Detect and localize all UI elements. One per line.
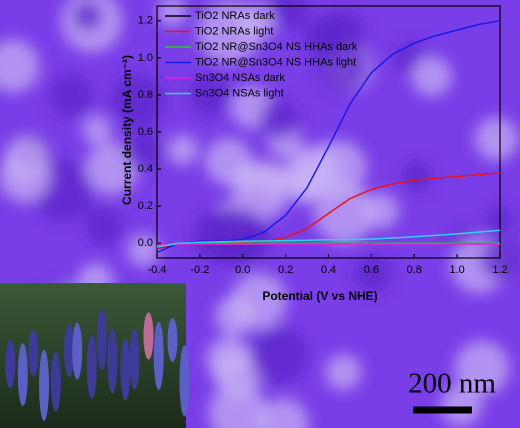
y-tick-label: 0.0 <box>138 237 153 249</box>
data-line <box>156 243 500 246</box>
y-tick-label: 1.2 <box>138 15 153 27</box>
x-tick-label: 0.4 <box>321 264 336 276</box>
legend-label: TiO2 NRAs dark <box>195 10 275 22</box>
y-axis-label: Current density (mA cm⁻²) <box>120 55 134 205</box>
x-tick-label: 1.0 <box>449 264 464 276</box>
x-tick-label: -0.4 <box>148 264 167 276</box>
legend-label: Sn3O4 NSAs dark <box>195 72 285 84</box>
scale-bar-label: 200 nm <box>408 368 496 400</box>
x-axis-label: Potential (V vs NHE) <box>262 289 377 303</box>
y-tick-label: 0.2 <box>138 200 153 212</box>
legend-label: TiO2 NRAs light <box>195 25 273 37</box>
x-tick-label: 1.2 <box>492 264 507 276</box>
y-tick-label: 0.6 <box>138 126 153 138</box>
y-tick-label: 0.8 <box>138 89 153 101</box>
inset-photo <box>0 283 190 428</box>
data-line <box>156 229 501 248</box>
legend-label: TiO2 NR@Sn3O4 NS HHAs light <box>195 56 356 68</box>
plot-area: -0.4 -0.2 0.0 0.2 0.4 0.6 0.8 1.0 1.2 0.0 0.2 0.4 0.… <box>138 5 508 276</box>
y-tick-label: 1.0 <box>138 52 153 64</box>
x-tick-label: 0.0 <box>235 264 250 276</box>
x-tick-label: 0.2 <box>278 264 293 276</box>
x-tick-label: -0.2 <box>190 264 209 276</box>
x-tick-label: 0.6 <box>364 264 379 276</box>
legend-label: Sn3O4 NSAs light <box>195 87 284 99</box>
x-tick-label: 0.8 <box>407 264 422 276</box>
data-line <box>156 242 500 248</box>
y-tick-label: 0.4 <box>138 163 153 175</box>
legend-label: TiO2 NR@Sn3O4 NS HHAs dark <box>195 41 358 53</box>
